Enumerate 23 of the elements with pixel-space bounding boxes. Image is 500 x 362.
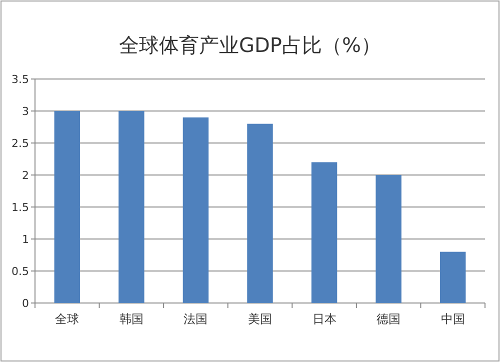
chart-title: 全球体育产业GDP占比（%） (119, 33, 381, 57)
bar (247, 124, 273, 303)
bar (54, 111, 80, 303)
x-tick-label: 法国 (184, 312, 208, 326)
y-tick-label: 1 (22, 233, 29, 246)
y-tick-label: 2 (22, 169, 29, 182)
x-tick-label: 德国 (376, 312, 401, 326)
y-tick-label: 3.5 (12, 73, 29, 86)
bar (311, 162, 338, 303)
x-tick-label: 日本 (312, 312, 336, 326)
y-tick-label: 3 (22, 105, 29, 118)
bar (118, 111, 144, 303)
y-tick-label: 0.5 (12, 265, 29, 278)
bar (440, 252, 466, 303)
x-tick-label: 中国 (440, 312, 465, 326)
x-tick-label: 韩国 (119, 312, 144, 326)
y-tick-label: 2.5 (12, 137, 29, 150)
x-tick-label: 美国 (248, 312, 272, 326)
x-tick-label: 全球 (55, 312, 80, 326)
y-tick-label: 0 (22, 297, 29, 310)
bar (376, 175, 402, 303)
bar (182, 117, 209, 303)
y-tick-label: 1.5 (12, 201, 29, 214)
